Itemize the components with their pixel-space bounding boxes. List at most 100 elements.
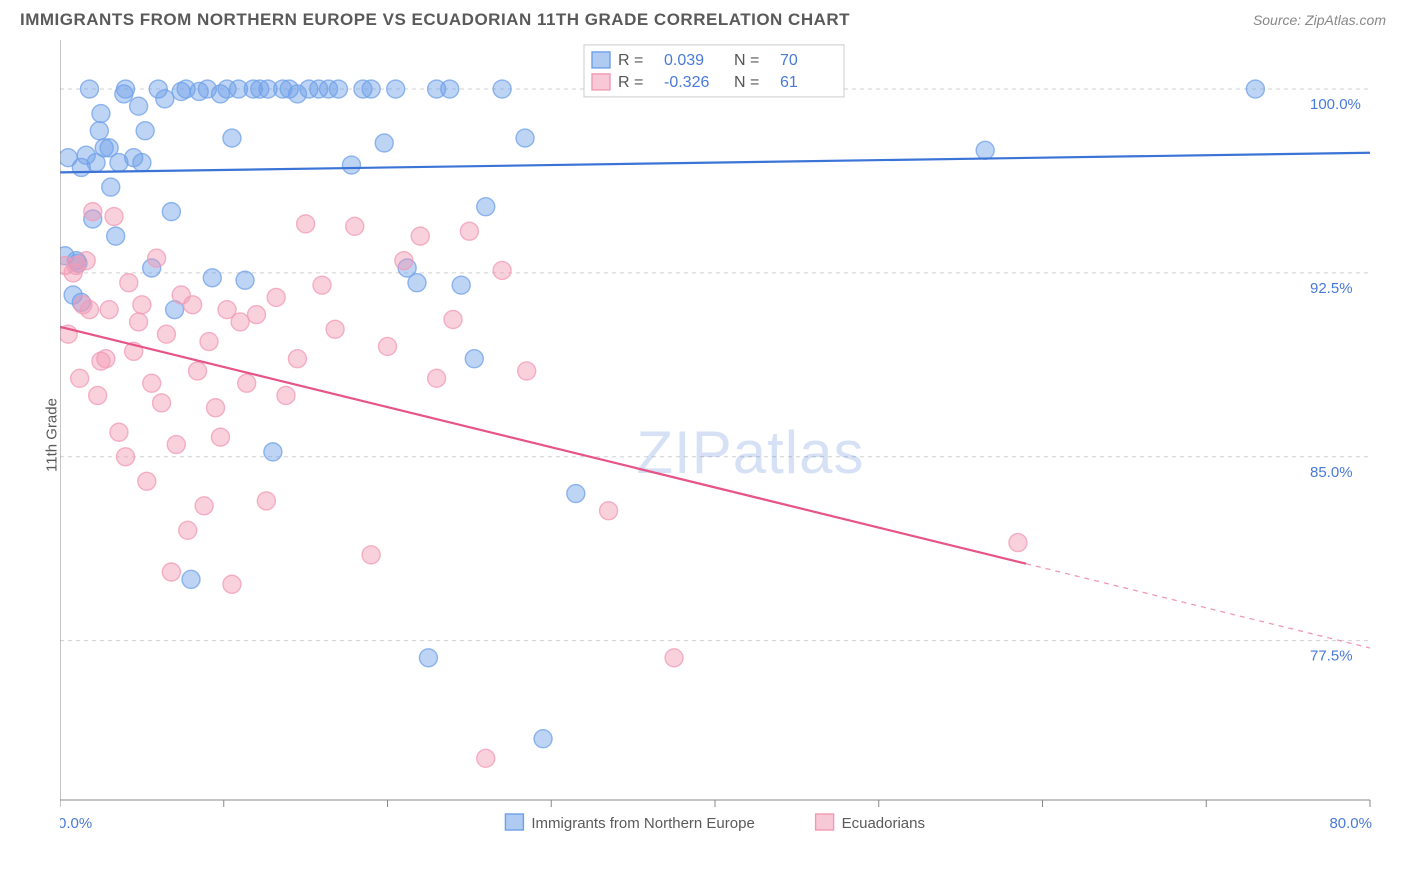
data-point: [326, 320, 344, 338]
legend-n-label: N =: [734, 74, 759, 91]
data-point: [238, 374, 256, 392]
data-point: [567, 485, 585, 503]
data-point: [182, 570, 200, 588]
data-point: [130, 313, 148, 331]
data-point: [408, 274, 426, 292]
data-point: [288, 350, 306, 368]
data-point: [167, 436, 185, 454]
data-point: [493, 261, 511, 279]
legend-n-value: 61: [780, 74, 798, 91]
data-point: [138, 472, 156, 490]
data-point: [248, 306, 266, 324]
data-point: [264, 443, 282, 461]
y-tick-label: 77.5%: [1310, 648, 1353, 665]
data-point: [313, 276, 331, 294]
data-point: [133, 154, 151, 172]
data-point: [387, 80, 405, 98]
bottom-legend-label: Immigrants from Northern Europe: [531, 815, 754, 832]
data-point: [460, 222, 478, 240]
data-point: [1009, 534, 1027, 552]
data-point: [80, 80, 98, 98]
y-tick-label: 92.5%: [1310, 280, 1353, 297]
data-point: [130, 97, 148, 115]
data-point: [120, 274, 138, 292]
legend-r-label: R =: [618, 52, 643, 69]
data-point: [89, 386, 107, 404]
data-point: [465, 350, 483, 368]
data-point: [277, 386, 295, 404]
data-point: [477, 749, 495, 767]
data-point: [976, 141, 994, 159]
data-point: [346, 217, 364, 235]
data-point: [600, 502, 618, 520]
data-point: [493, 80, 511, 98]
chart-title: IMMIGRANTS FROM NORTHERN EUROPE VS ECUAD…: [20, 10, 850, 30]
data-point: [223, 575, 241, 593]
data-point: [236, 271, 254, 289]
data-point: [162, 563, 180, 581]
data-point: [143, 374, 161, 392]
data-point: [452, 276, 470, 294]
data-point: [97, 350, 115, 368]
data-point: [153, 394, 171, 412]
data-point: [207, 399, 225, 417]
data-point: [516, 129, 534, 147]
source-attribution: Source: ZipAtlas.com: [1253, 12, 1386, 28]
regression-line-extrapolated: [1026, 564, 1370, 648]
data-point: [107, 227, 125, 245]
bottom-legend-swatch: [816, 814, 834, 830]
data-point: [105, 208, 123, 226]
legend-swatch: [592, 52, 610, 68]
data-point: [665, 649, 683, 667]
data-point: [379, 337, 397, 355]
bottom-legend-label: Ecuadorians: [842, 815, 925, 832]
data-point: [444, 310, 462, 328]
data-point: [419, 649, 437, 667]
y-axis-label: 11th Grade: [43, 398, 60, 472]
data-point: [477, 198, 495, 216]
correlation-scatter-chart: 77.5%85.0%92.5%100.0%ZIPatlas0.0%80.0%R …: [60, 40, 1386, 850]
data-point: [395, 252, 413, 270]
data-point: [71, 369, 89, 387]
bottom-legend-swatch: [505, 814, 523, 830]
x-tick-label: 80.0%: [1329, 815, 1372, 832]
data-point: [257, 492, 275, 510]
y-tick-label: 85.0%: [1310, 464, 1353, 481]
data-point: [84, 203, 102, 221]
data-point: [329, 80, 347, 98]
data-point: [184, 296, 202, 314]
data-point: [102, 178, 120, 196]
data-point: [1246, 80, 1264, 98]
data-point: [80, 301, 98, 319]
data-point: [203, 269, 221, 287]
data-point: [223, 129, 241, 147]
data-point: [231, 313, 249, 331]
data-point: [342, 156, 360, 174]
data-point: [90, 122, 108, 140]
data-point: [200, 333, 218, 351]
data-point: [110, 423, 128, 441]
data-point: [189, 362, 207, 380]
data-point: [297, 215, 315, 233]
regression-line: [60, 327, 1026, 564]
data-point: [157, 325, 175, 343]
data-point: [179, 521, 197, 539]
data-point: [136, 122, 154, 140]
legend-r-value: -0.326: [664, 74, 709, 91]
data-point: [362, 546, 380, 564]
legend-r-value: 0.039: [664, 52, 704, 69]
data-point: [362, 80, 380, 98]
data-point: [162, 203, 180, 221]
x-tick-label: 0.0%: [60, 815, 92, 832]
data-point: [375, 134, 393, 152]
legend-swatch: [592, 74, 610, 90]
data-point: [92, 105, 110, 123]
data-point: [534, 730, 552, 748]
data-point: [156, 90, 174, 108]
data-point: [441, 80, 459, 98]
data-point: [518, 362, 536, 380]
data-point: [117, 448, 135, 466]
data-point: [195, 497, 213, 515]
data-point: [211, 428, 229, 446]
data-point: [411, 227, 429, 245]
